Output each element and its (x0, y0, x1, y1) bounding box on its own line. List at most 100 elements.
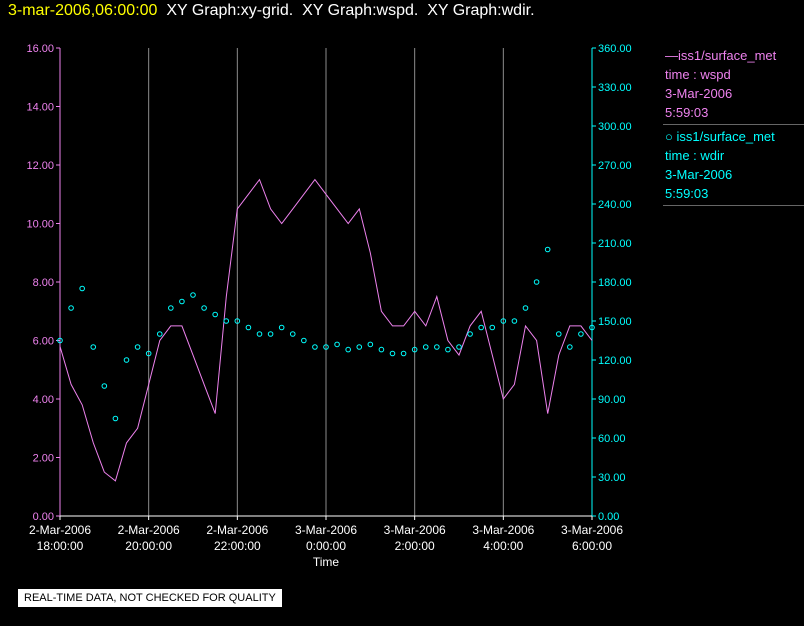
left-tick-label-0: 0.00 (33, 511, 54, 523)
series-wdir-point-44 (544, 246, 551, 253)
series-wdir-point-0 (57, 337, 63, 344)
series-wdir-point-25 (334, 341, 340, 348)
x-axis-title: Time (313, 555, 340, 569)
graph-name-wspd: XY Graph:wspd. (302, 2, 419, 19)
right-tick-label-6: 180.00 (598, 277, 632, 289)
qc-note: REAL-TIME DATA, NOT CHECKED FOR QUALITY (18, 589, 282, 607)
series-wdir-point-37 (467, 331, 473, 337)
legend-item-wdir: ○ iss1/surface_met time : wdir 3-Mar-200… (663, 125, 804, 206)
legend-wdir-time: 5:59:03 (665, 186, 709, 201)
left-tick-label-7: 14.00 (26, 102, 54, 114)
x-tick-time-6: 6:00:00 (572, 539, 612, 553)
x-tick-date-2: 2-Mar-2006 (206, 523, 268, 537)
series-wdir-point-48 (589, 324, 595, 331)
series-wdir-point-39 (489, 324, 496, 331)
circle-symbol-icon: ○ (665, 129, 673, 144)
left-tick-label-8: 16.00 (26, 43, 54, 55)
x-tick-date-4: 3-Mar-2006 (384, 523, 446, 537)
series-wdir-point-46 (567, 344, 573, 350)
series-wdir-point-2 (79, 285, 85, 292)
right-tick-label-9: 270.00 (598, 160, 632, 172)
legend-wspd-date: 3-Mar-2006 (665, 86, 733, 101)
left-tick-label-2: 4.00 (33, 394, 54, 406)
series-wdir-point-45 (555, 331, 562, 337)
series-wdir-point-16 (234, 318, 241, 324)
series-wdir-point-5 (112, 415, 119, 422)
legend-item-wspd: —iss1/surface_met time : wspd 3-Mar-2006… (663, 44, 804, 125)
series-wdir-point-35 (445, 346, 451, 353)
right-tick-label-7: 210.00 (598, 238, 632, 250)
series-wdir-point-11 (179, 298, 185, 305)
legend-wspd-source: —iss1/surface_met (665, 48, 777, 63)
series-wdir-point-7 (134, 344, 141, 350)
series-wdir-point-1 (68, 305, 74, 311)
x-tick-time-1: 20:00:00 (125, 539, 172, 553)
series-wdir-point-14 (212, 311, 218, 318)
series-wdir-point-38 (478, 324, 484, 331)
legend-wdir-source: ○ iss1/surface_met (665, 129, 775, 144)
x-tick-time-4: 2:00:00 (395, 539, 435, 553)
series-wdir-point-10 (168, 305, 174, 311)
x-tick-date-0: 2-Mar-2006 (29, 523, 91, 537)
series-wdir-point-43 (533, 279, 540, 285)
series-wdir-point-15 (223, 318, 230, 324)
left-tick-label-4: 8.00 (33, 277, 54, 289)
series-wdir-point-3 (90, 344, 97, 350)
series-wdir-point-12 (190, 292, 196, 298)
series-wdir-point-32 (411, 346, 418, 353)
x-tick-time-5: 4:00:00 (483, 539, 523, 553)
legend-wdir-field: time : wdir (665, 148, 725, 163)
graph-title-bar: 3-mar-2006,06:00:00 XY Graph:xy-grid. XY… (8, 2, 535, 20)
series-wdir-point-13 (201, 305, 207, 311)
series-wdir-point-4 (101, 383, 108, 389)
series-wdir-point-27 (356, 344, 363, 350)
series-wdir-point-40 (500, 318, 507, 324)
series-wdir-point-24 (323, 344, 329, 350)
series-wdir-point-18 (256, 331, 263, 337)
x-tick-date-1: 2-Mar-2006 (118, 523, 180, 537)
right-tick-label-1: 30.00 (598, 472, 626, 484)
graph-name-wdir: XY Graph:wdir. (427, 2, 535, 19)
right-tick-label-2: 60.00 (598, 433, 626, 445)
legend-wspd-time: 5:59:03 (665, 105, 709, 120)
right-tick-label-5: 150.00 (598, 316, 632, 328)
x-tick-date-5: 3-Mar-2006 (472, 523, 534, 537)
left-tick-label-3: 6.00 (33, 336, 54, 348)
series-wdir-point-20 (278, 324, 285, 331)
series-wdir-point-33 (422, 344, 429, 350)
right-tick-label-8: 240.00 (598, 199, 632, 211)
left-tick-label-6: 12.00 (26, 160, 54, 172)
x-tick-time-0: 18:00:00 (37, 539, 84, 553)
graph-name-xy-grid: XY Graph:xy-grid. (166, 2, 294, 19)
right-tick-label-3: 90.00 (598, 394, 626, 406)
x-tick-time-2: 22:00:00 (214, 539, 261, 553)
series-wdir-point-8 (145, 350, 152, 357)
series-wdir-point-6 (123, 357, 130, 363)
series-wdir-point-26 (345, 346, 351, 353)
right-tick-label-11: 330.00 (598, 82, 632, 94)
legend-wspd-field: time : wspd (665, 67, 731, 82)
x-tick-time-3: 0:00:00 (306, 539, 346, 553)
x-tick-date-6: 3-Mar-2006 (561, 523, 623, 537)
series-wdir-point-28 (367, 341, 374, 348)
series-wdir-point-41 (511, 318, 518, 324)
series-wdir-point-29 (378, 346, 385, 353)
legend-wdir-date: 3-Mar-2006 (665, 167, 733, 182)
right-tick-label-12: 360.00 (598, 43, 632, 55)
left-tick-label-1: 2.00 (33, 453, 54, 465)
series-wdir-point-19 (267, 331, 274, 337)
timestamp-label: 3-mar-2006,06:00:00 (8, 2, 158, 19)
line-symbol-icon: — (665, 48, 678, 63)
legend: —iss1/surface_met time : wspd 3-Mar-2006… (663, 44, 804, 206)
series-wdir-point-36 (456, 344, 462, 350)
series-wspd-line (59, 178, 593, 482)
series-wdir-point-23 (312, 344, 318, 350)
x-tick-date-3: 3-Mar-2006 (295, 523, 357, 537)
series-wdir-point-31 (400, 350, 407, 357)
series-wdir-point-22 (301, 337, 307, 344)
left-tick-label-5: 10.00 (26, 219, 54, 231)
series-wdir-point-30 (389, 350, 396, 357)
series-wdir-point-47 (578, 331, 584, 337)
series-wdir-point-34 (434, 344, 440, 350)
